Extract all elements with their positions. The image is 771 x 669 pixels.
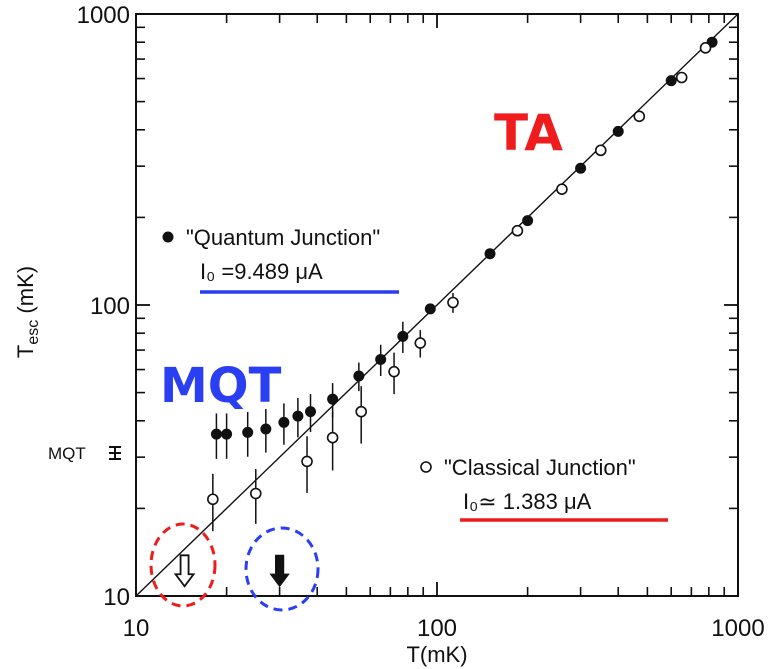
point-quantum-1 xyxy=(221,428,233,440)
point-quantum-8 xyxy=(353,370,365,382)
point-quantum-12 xyxy=(484,248,496,260)
legend-classical-label: "Classical Junction" xyxy=(444,455,636,480)
mqt-annotation: MQT xyxy=(160,358,282,414)
legend-quantum-param: I₀ =9.489 μA xyxy=(200,259,323,284)
y-tick-label-2: 1000 xyxy=(77,2,130,29)
point-quantum-0 xyxy=(210,428,222,440)
point-quantum-3 xyxy=(260,423,272,435)
legend-classical-marker xyxy=(420,461,432,473)
point-classical-3 xyxy=(326,431,339,444)
point-quantum-16 xyxy=(665,75,677,87)
data-points xyxy=(207,36,718,506)
arrow-markers xyxy=(173,554,290,588)
reference-line xyxy=(135,13,739,597)
point-quantum-2 xyxy=(242,426,254,438)
point-classical-13 xyxy=(699,42,712,54)
x-axis-label: T(mK) xyxy=(406,642,467,667)
mqt-level-label: MQT xyxy=(48,444,86,463)
point-classical-4 xyxy=(355,405,368,418)
legend-quantum-label: "Quantum Junction" xyxy=(186,225,380,250)
point-quantum-5 xyxy=(292,410,304,422)
point-classical-5 xyxy=(388,365,400,378)
point-quantum-9 xyxy=(375,353,387,365)
y-axis-label-main: T xyxy=(13,345,38,358)
point-classical-8 xyxy=(511,224,524,237)
point-classical-9 xyxy=(556,183,568,195)
x-tick-label-1: 100 xyxy=(417,615,457,642)
y-axis-label-sub: esc xyxy=(25,320,42,345)
point-quantum-14 xyxy=(575,162,587,174)
point-classical-11 xyxy=(633,110,646,123)
open-arrow-icon xyxy=(173,554,196,588)
legend-classical-param: I₀≃ 1.383 μA xyxy=(463,489,592,514)
tick-labels: 10 100 1000 10 100 1000 xyxy=(77,2,765,642)
point-quantum-13 xyxy=(522,215,534,227)
red-dashed-circle xyxy=(149,522,217,608)
y-axis-label-text: Tesc (mK) xyxy=(13,266,42,358)
x-tick-label-2: 1000 xyxy=(711,615,764,642)
point-classical-10 xyxy=(594,144,607,157)
point-classical-1 xyxy=(249,487,262,500)
filled-arrow-icon xyxy=(269,554,290,588)
point-classical-7 xyxy=(447,296,459,309)
point-quantum-6 xyxy=(305,406,317,418)
point-classical-6 xyxy=(414,337,427,349)
point-classical-12 xyxy=(675,71,688,84)
legend-quantum-marker xyxy=(162,231,174,243)
point-quantum-15 xyxy=(612,125,624,137)
point-quantum-10 xyxy=(397,330,409,342)
point-quantum-7 xyxy=(327,393,339,405)
ta-annotation: TA xyxy=(494,104,563,162)
minor-ticks xyxy=(135,13,739,597)
y-axis-label-unit-text: (mK) xyxy=(13,266,38,314)
mqt-level-bar xyxy=(109,446,121,460)
x-tick-label-0: 10 xyxy=(123,615,150,642)
point-classical-0 xyxy=(207,493,219,506)
point-quantum-4 xyxy=(278,416,290,428)
y-tick-label-0: 10 xyxy=(103,584,130,611)
y-tick-label-1: 100 xyxy=(90,293,130,320)
blue-dashed-circle xyxy=(244,526,320,612)
point-quantum-11 xyxy=(424,303,436,315)
point-classical-2 xyxy=(301,455,313,468)
y-axis-label: Tesc (mK) xyxy=(13,266,42,358)
